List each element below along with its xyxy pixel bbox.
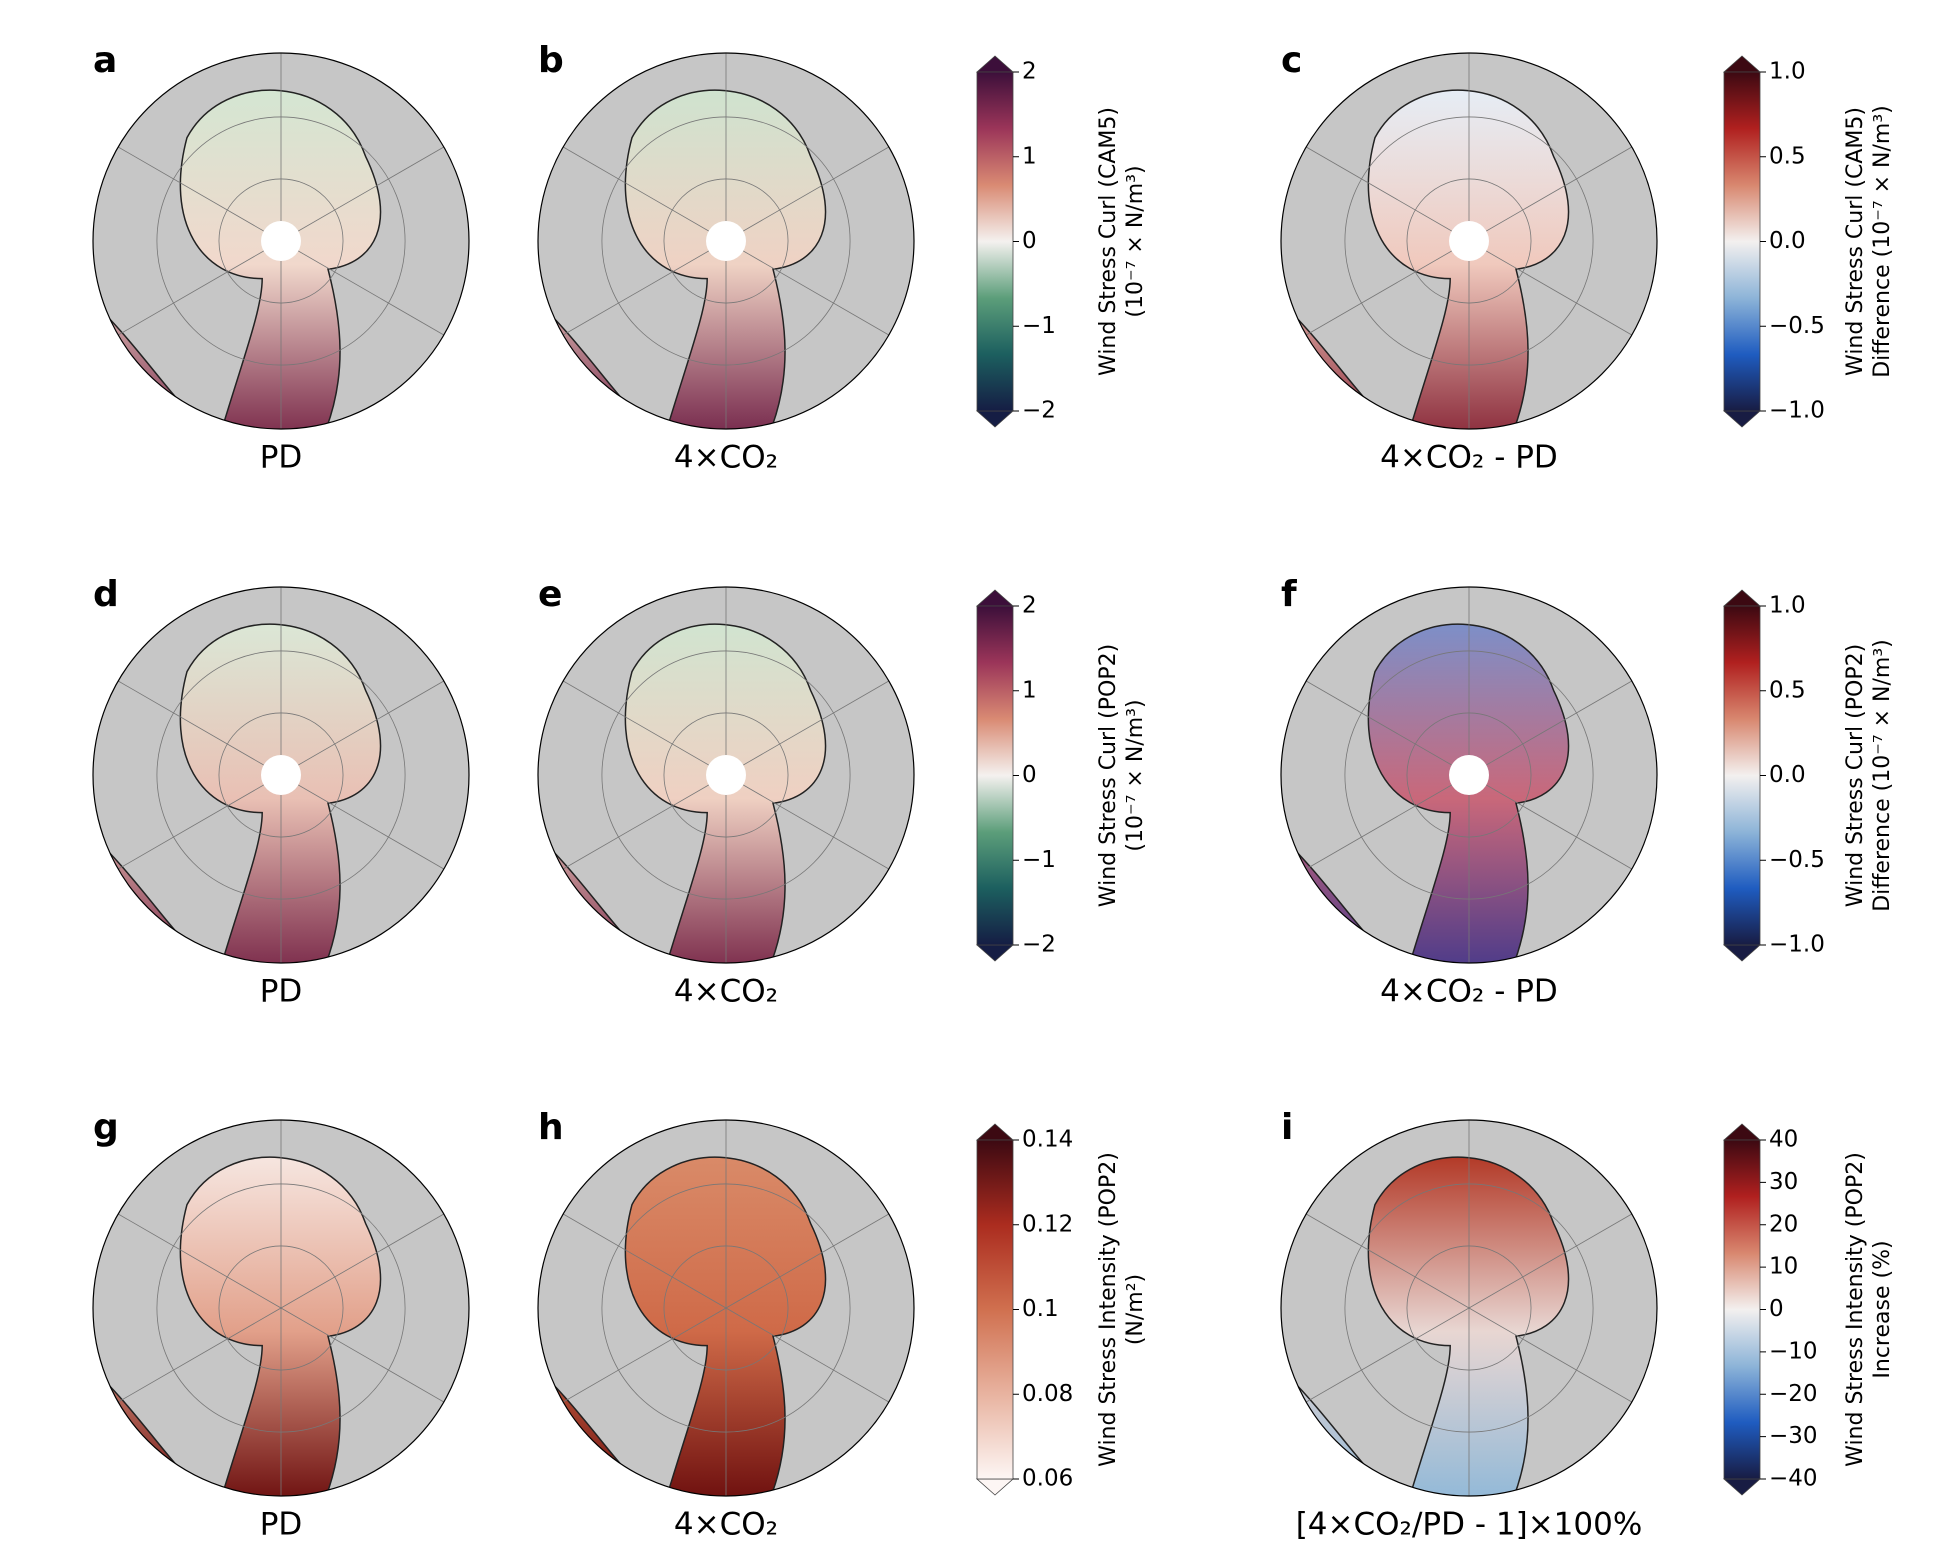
map-panel xyxy=(1272,53,1657,438)
colorbar-tick-label: 1.0 xyxy=(1769,593,1806,619)
panel-caption: 4×CO₂ xyxy=(674,440,778,476)
colorbar-tick-label: 10 xyxy=(1769,1254,1798,1280)
colorbar-tick-label: −0.5 xyxy=(1769,847,1825,873)
colorbar-tick-label: −1 xyxy=(1022,847,1056,873)
panel-caption: 4×CO₂ - PD xyxy=(1380,440,1558,476)
panel-letter: i xyxy=(1281,1107,1293,1148)
colorbar-label: Difference (10⁻⁷ × N/m³) xyxy=(1870,639,1895,912)
panel-letter: h xyxy=(538,1107,564,1148)
colorbar xyxy=(1724,1140,1760,1479)
colorbar-extend-max xyxy=(1724,56,1760,72)
colorbar-label: (N/m²) xyxy=(1123,1274,1148,1345)
map-panel xyxy=(529,587,914,972)
colorbar-tick-label: −10 xyxy=(1769,1338,1818,1364)
colorbar-tick-label: 2 xyxy=(1022,59,1037,85)
colorbar-tick-label: 0.08 xyxy=(1022,1381,1073,1407)
colorbar-tick-label: −1 xyxy=(1022,313,1056,339)
colorbar xyxy=(977,72,1013,411)
panel-letter: e xyxy=(538,574,562,615)
colorbar xyxy=(977,606,1013,945)
panel-caption: 4×CO₂ xyxy=(674,1507,778,1543)
colorbar-tick-label: 20 xyxy=(1769,1211,1798,1237)
panel-letter: d xyxy=(93,574,119,615)
colorbar-label: Wind Stress Intensity (POP2) xyxy=(1843,1152,1868,1467)
pole-hole xyxy=(706,221,746,261)
colorbar-tick-label: 30 xyxy=(1769,1169,1798,1195)
colorbar-tick-label: −40 xyxy=(1769,1466,1818,1492)
pole-hole xyxy=(706,755,746,795)
colorbar-extend-min xyxy=(1724,1479,1760,1495)
colorbar-tick-label: 0 xyxy=(1769,1296,1784,1322)
colorbar-tick-label: 40 xyxy=(1769,1127,1798,1153)
colorbar-tick-label: 2 xyxy=(1022,593,1037,619)
map-panel xyxy=(84,587,469,972)
colorbar-extend-max xyxy=(1724,1124,1760,1140)
colorbar-tick-label: −1.0 xyxy=(1769,932,1825,958)
colorbar-tick-label: 0 xyxy=(1022,762,1037,788)
pole-hole xyxy=(261,221,301,261)
colorbar-tick-label: 0.14 xyxy=(1022,1127,1073,1153)
panel-letter: c xyxy=(1281,40,1302,81)
colorbar-tick-label: −1.0 xyxy=(1769,398,1825,424)
map-panel xyxy=(1272,1120,1657,1505)
colorbar-label: Wind Stress Curl (POP2) xyxy=(1096,644,1121,907)
panel-caption: [4×CO₂/PD - 1]×100% xyxy=(1296,1507,1643,1543)
colorbar-tick-label: 1 xyxy=(1022,677,1037,703)
colorbar-tick-label: 0.5 xyxy=(1769,677,1806,703)
map-panel xyxy=(84,1120,469,1505)
colorbar-extend-min xyxy=(977,945,1013,961)
colorbar-extend-min xyxy=(977,411,1013,427)
panel-caption: PD xyxy=(260,974,303,1010)
colorbar-extend-max xyxy=(977,590,1013,606)
colorbar-extend-max xyxy=(977,1124,1013,1140)
map-panel xyxy=(529,53,914,438)
pole-hole xyxy=(1449,755,1489,795)
map-panel xyxy=(1272,587,1657,972)
panel-letter: b xyxy=(538,40,564,81)
colorbar-extend-min xyxy=(1724,945,1760,961)
colorbar xyxy=(977,1140,1013,1479)
colorbar-extend-max xyxy=(977,56,1013,72)
colorbar-tick-label: 0.0 xyxy=(1769,762,1806,788)
panel-caption: PD xyxy=(260,440,303,476)
colorbar-label: Wind Stress Curl (CAM5) xyxy=(1843,107,1868,376)
colorbar-extend-min xyxy=(1724,411,1760,427)
colorbar-tick-label: 0.5 xyxy=(1769,143,1806,169)
colorbar xyxy=(1724,606,1760,945)
colorbar-tick-label: 1 xyxy=(1022,143,1037,169)
colorbar-label: Wind Stress Intensity (POP2) xyxy=(1096,1152,1121,1467)
colorbar-label: Increase (%) xyxy=(1870,1240,1895,1378)
panel-letter: f xyxy=(1281,574,1297,615)
map-panel xyxy=(84,53,469,438)
colorbar-label: (10⁻⁷ × N/m³) xyxy=(1123,699,1148,851)
pole-hole xyxy=(261,755,301,795)
colorbar-extend-max xyxy=(1724,590,1760,606)
figure: a PD b 4×CO₂ c 4×CO₂ - PD d PD e 4×CO₂ f 4×CO₂ - PD… xyxy=(0,0,1935,1547)
colorbar-label: (10⁻⁷ × N/m³) xyxy=(1123,165,1148,317)
colorbar-tick-label: 0.12 xyxy=(1022,1211,1073,1237)
colorbar-tick-label: −20 xyxy=(1769,1381,1818,1407)
panel-caption: 4×CO₂ xyxy=(674,974,778,1010)
colorbar-label: Difference (10⁻⁷ × N/m³) xyxy=(1870,105,1895,378)
colorbar-tick-label: −2 xyxy=(1022,932,1056,958)
colorbar xyxy=(1724,72,1760,411)
panel-letter: a xyxy=(93,40,117,81)
colorbar-tick-label: −0.5 xyxy=(1769,313,1825,339)
colorbar-tick-label: 0 xyxy=(1022,228,1037,254)
colorbar-tick-label: 0.06 xyxy=(1022,1466,1073,1492)
colorbar-label: Wind Stress Curl (CAM5) xyxy=(1096,107,1121,376)
colorbar-label: Wind Stress Curl (POP2) xyxy=(1843,644,1868,907)
map-panel xyxy=(529,1120,914,1505)
colorbar-extend-min xyxy=(977,1479,1013,1495)
panel-letter: g xyxy=(93,1107,119,1148)
pole-hole xyxy=(1449,221,1489,261)
colorbar-tick-label: −30 xyxy=(1769,1423,1818,1449)
colorbar-tick-label: 0.1 xyxy=(1022,1296,1059,1322)
panel-caption: 4×CO₂ - PD xyxy=(1380,974,1558,1010)
panel-caption: PD xyxy=(260,1507,303,1543)
colorbar-tick-label: 1.0 xyxy=(1769,59,1806,85)
colorbar-tick-label: −2 xyxy=(1022,398,1056,424)
colorbar-tick-label: 0.0 xyxy=(1769,228,1806,254)
